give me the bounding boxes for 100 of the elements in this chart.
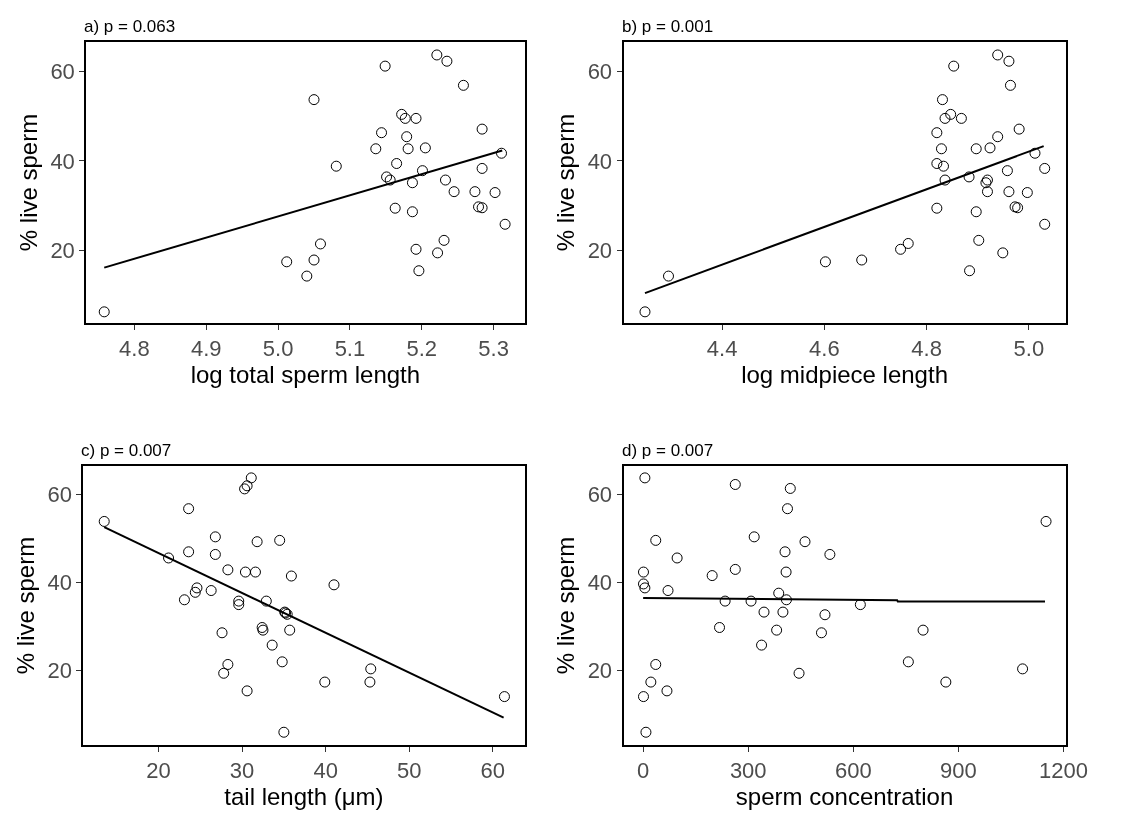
point [314,238,326,250]
point [637,566,649,578]
point [779,546,791,558]
x-tick-label: 1200 [1039,758,1089,784]
y-axis-title: % live sperm [552,536,580,675]
x-tick-label: 60 [480,758,505,784]
point [233,599,245,611]
point [432,247,444,259]
point [1017,663,1029,675]
x-tick-label: 20 [146,758,171,784]
point [476,123,488,135]
point [931,127,943,139]
point [964,265,976,277]
point [902,237,914,249]
point [1039,218,1051,230]
point [364,676,376,688]
point [1029,147,1041,159]
chart-title: a) p = 0.063 [84,17,176,36]
point [777,606,789,618]
point [489,187,501,199]
point [284,624,296,636]
x-axis-title: sperm concentration [735,783,954,811]
x-axis-title: log midpiece length [741,361,948,389]
point [401,131,413,143]
point [222,564,234,576]
point [639,582,651,594]
point [216,627,228,639]
point [997,247,1009,259]
point [793,667,805,679]
point [274,534,286,546]
point [249,566,261,578]
chart-title: d) p = 0.007 [622,441,714,460]
x-tick-label: 50 [396,758,422,784]
y-axis-title: % live sperm [12,536,40,675]
point [308,94,320,106]
x-tick-label: 300 [729,758,767,784]
point [756,639,768,651]
point [438,234,450,246]
point [469,186,481,198]
point [391,158,403,170]
point [661,685,673,697]
point [183,546,195,558]
point [396,108,408,120]
point [780,566,792,578]
point [663,270,674,282]
y-tick-label: 60 [587,482,613,508]
x-axis-title: log total sperm length [190,361,421,389]
point [209,531,221,543]
point [1039,162,1051,174]
point [410,112,422,124]
chart-title: c) p = 0.007 [81,441,172,460]
point [771,624,783,636]
point [706,570,718,582]
point [856,254,868,266]
x-tick-label: 900 [940,758,977,784]
point [639,306,651,318]
x-tick-label: 40 [313,758,338,784]
point [163,552,175,564]
point [1003,186,1015,198]
point [266,639,278,651]
point [276,656,288,668]
point [748,531,760,543]
point [939,174,951,186]
point [729,563,741,575]
point [819,256,831,268]
point [419,142,431,154]
point [650,658,662,670]
point [365,663,377,675]
point [639,472,651,484]
point [205,585,217,597]
point [218,667,230,679]
point [499,218,511,230]
point [1013,123,1025,135]
point [189,586,201,598]
point [439,174,451,186]
point [183,503,195,515]
point [406,206,418,218]
point [370,143,382,155]
point [945,108,957,120]
x-tick-label: 5.2 [406,336,438,362]
point [992,49,1004,61]
point [379,60,391,72]
point [773,587,785,599]
point [319,676,331,688]
y-tick-label: 40 [587,148,613,174]
point [260,595,272,607]
point [637,578,649,590]
point [758,606,770,618]
point [476,162,488,174]
point [815,627,827,639]
point [780,594,792,606]
point [245,472,257,484]
point [285,570,297,582]
y-tick-label: 60 [587,59,613,85]
point [992,131,1004,143]
point [917,624,929,636]
x-tick-label: 30 [229,758,255,784]
point [301,270,313,282]
x-tick-label: 5.1 [334,336,366,362]
point [931,202,943,214]
